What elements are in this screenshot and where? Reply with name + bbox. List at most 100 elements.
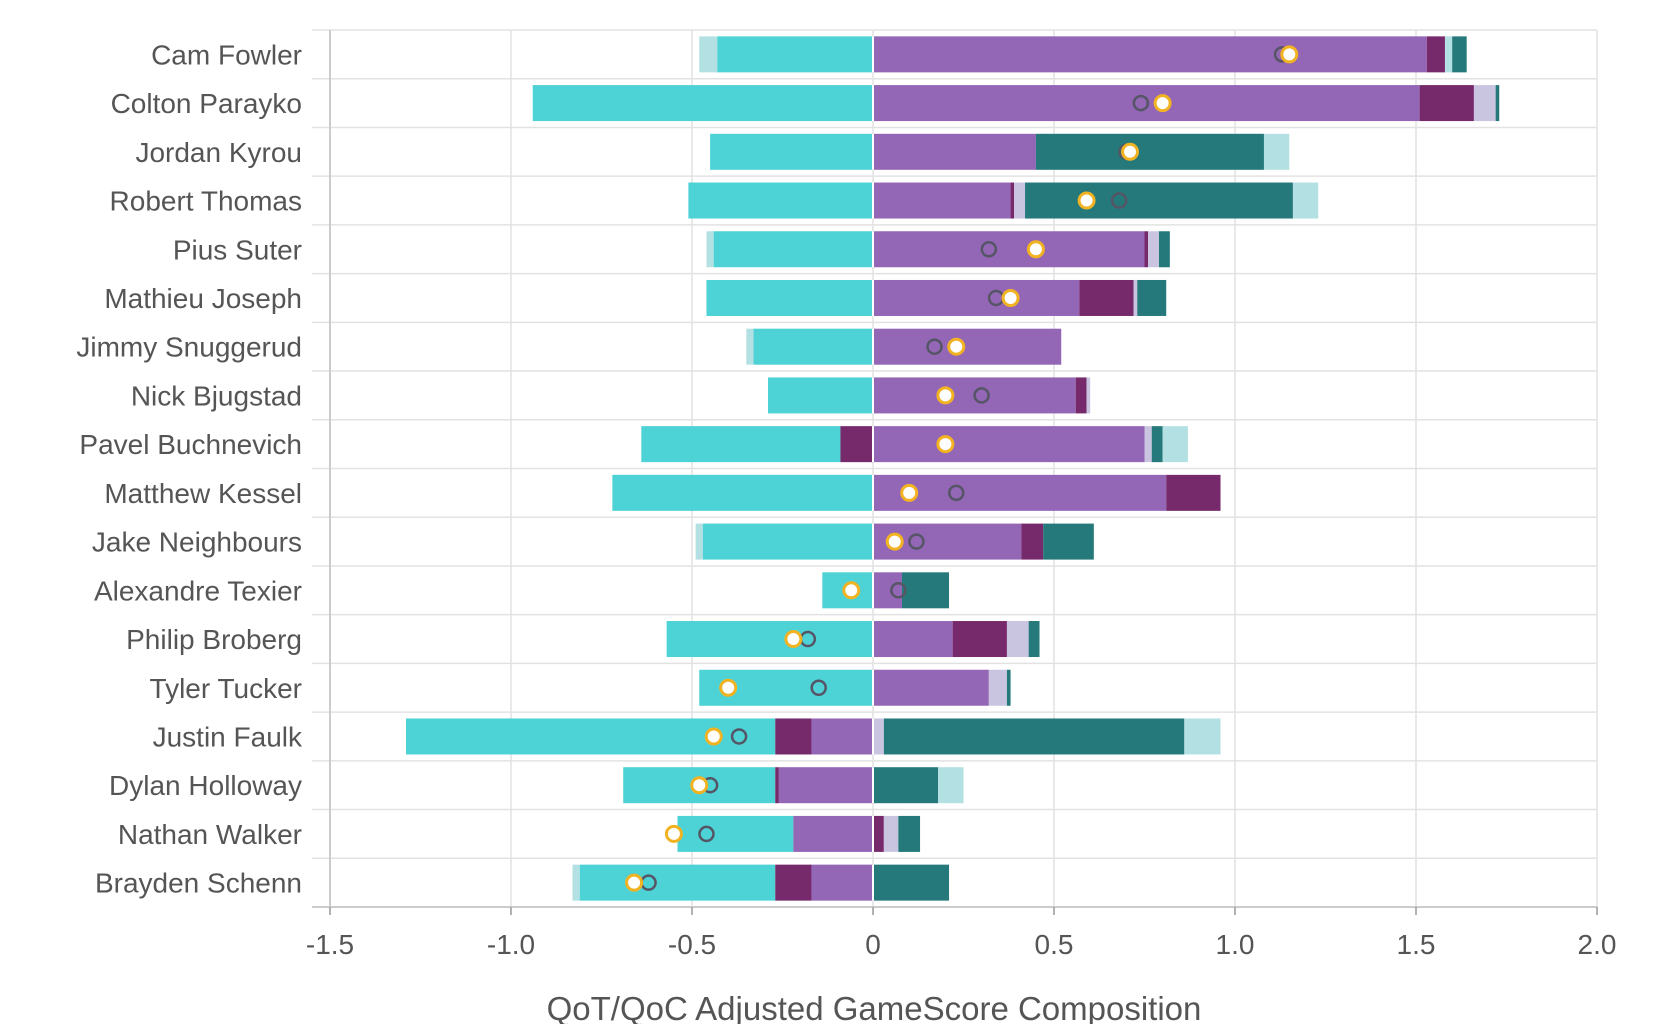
open-marker [973,387,990,404]
x-axis-title: QoT/QoC Adjusted GameScore Composition [547,990,1202,1024]
bar-segment-teal [883,718,1185,755]
player-row [688,182,1319,219]
bar-segment-purple [873,572,902,609]
bar-segment-plum [1144,231,1149,268]
gold-marker [947,337,966,356]
bar-segment-teal [1043,523,1094,560]
open-marker [926,338,943,355]
player-label: Jake Neighbours [92,527,302,558]
player-label: Mathieu Joseph [104,283,302,314]
bar-segment-purple [873,426,1145,463]
gold-marker [690,776,709,795]
open-marker [1110,192,1128,209]
bar-segment-purple [811,864,873,901]
open-marker [980,241,998,258]
player-label: Philip Broberg [126,624,302,655]
bar-segment-plum [775,718,812,755]
y-axis-labels: Cam Fowler Colton Parayko Jordan Kyrou Robe… [76,39,303,898]
bar-segment-plum [1079,279,1134,316]
open-marker [698,825,715,843]
player-row [664,815,921,852]
bar-segment-cyan [677,815,794,852]
bar-segment-purple [873,474,1167,511]
gold-marker [1280,45,1299,64]
player-row [572,864,950,901]
gold-marker [885,532,904,551]
player-label: Tyler Tucker [150,673,302,704]
player-label: Dylan Holloway [109,770,302,801]
bar-segment-teal [901,572,950,609]
bars-layer [406,36,1500,901]
bar-segment-teal [873,767,939,804]
bar-segment-pale_cyan [1263,133,1290,170]
bar-segment-pale_cyan [1162,426,1188,463]
bar-segment-cyan [612,474,873,511]
player-row [699,669,1011,706]
open-marker [948,484,965,502]
bar-segment-lavender [1473,85,1496,122]
x-tick-label: -1.0 [487,929,535,960]
bar-segment-purple [778,767,873,804]
bar-segment-lavender [988,669,1007,706]
player-row [706,279,1167,316]
bar-segment-teal [873,864,950,901]
bar-segment-pale_cyan [1444,36,1453,73]
bar-segment-pale_cyan [938,767,964,804]
player-label: Alexandre Texier [94,575,302,606]
gold-marker [625,873,644,892]
gold-marker [664,824,683,843]
player-label: Robert Thomas [110,186,302,217]
bar-segment-lavender [1133,279,1138,316]
player-row [641,426,1188,463]
bar-segment-cyan [713,231,873,268]
bar-segment-pale_cyan [1184,718,1221,755]
gold-marker [1153,94,1172,113]
bar-segment-pale_cyan [746,328,754,365]
gold-marker [1026,240,1045,259]
open-marker [810,679,827,696]
bar-segment-cyan [753,328,873,365]
bar-segment-purple [873,133,1036,170]
gold-marker [1001,288,1020,307]
player-label: Matthew Kessel [104,478,302,509]
bar-segment-cyan [641,426,841,463]
bar-segment-lavender [1148,231,1159,268]
bar-segment-teal [1137,279,1167,316]
open-marker [890,582,907,599]
player-label: Brayden Schenn [95,868,302,899]
bar-segment-teal [1035,133,1264,170]
x-tick-label: 2.0 [1578,929,1617,960]
gold-marker [784,630,803,649]
gold-marker [704,727,723,746]
gold-marker [900,483,919,502]
open-marker [908,533,925,550]
bar-segment-purple [873,182,1011,219]
player-label: Cam Fowler [151,39,302,70]
gold-marker [719,678,738,697]
bar-segment-cyan [706,279,873,316]
player-row [695,523,1094,560]
bar-segment-purple [873,621,953,658]
player-label: Pius Suter [173,234,302,265]
gold-marker [842,581,861,600]
bar-segment-purple [873,85,1420,122]
bar-segment-purple [811,718,873,755]
bar-segment-pale_cyan [699,36,718,73]
bar-segment-cyan [768,377,873,414]
bar-segment-plum [1010,182,1015,219]
bar-segment-pale_cyan [572,864,580,901]
grid-layer [312,29,1598,908]
player-row [406,718,1221,755]
bar-segment-lavender [1006,621,1029,658]
bar-segment-plum [1021,523,1044,560]
gold-marker [936,435,955,454]
bar-segment-teal [898,815,921,852]
player-label: Pavel Buchnevich [79,429,302,460]
x-axis: -1.5 -1.0 -0.5 0 0.5 1.0 1.5 2.0 [306,906,1617,960]
bar-segment-lavender [873,718,884,755]
player-row [746,328,1062,365]
bar-segment-plum [1419,85,1474,122]
x-tick-label: -1.5 [306,929,354,960]
x-tick-label: 0 [865,929,881,960]
